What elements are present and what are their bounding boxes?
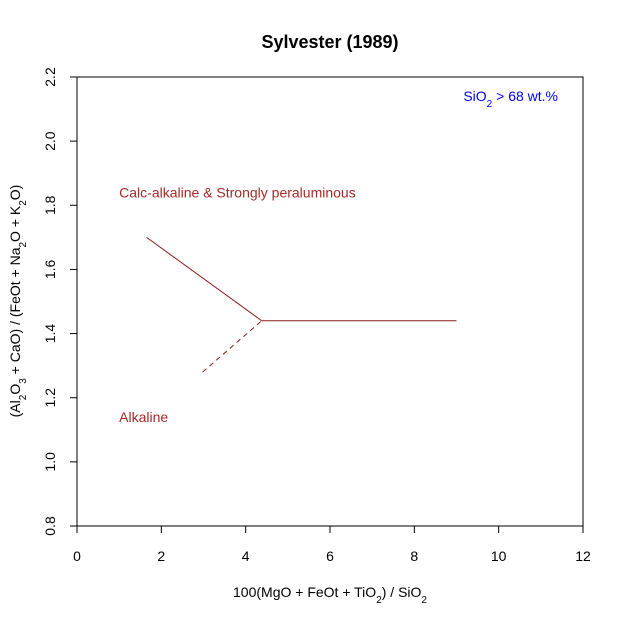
corner-note: SiO2 > 68 wt.% <box>463 88 558 110</box>
y-tick-label: 2.2 <box>42 67 58 87</box>
x-tick-label: 2 <box>157 548 165 564</box>
x-tick-label: 0 <box>73 548 81 564</box>
x-tick-label: 4 <box>242 548 250 564</box>
x-tick-label: 6 <box>326 548 334 564</box>
x-tick-label: 10 <box>491 548 507 564</box>
y-tick-label: 2.0 <box>42 131 58 151</box>
y-tick-label: 1.0 <box>42 452 58 472</box>
boundary-line <box>146 236 262 322</box>
x-axis: 0 2 4 6 8 10 12 <box>73 526 591 564</box>
plot-frame <box>76 76 584 527</box>
x-tick-label: 12 <box>575 548 591 564</box>
y-tick-label: 1.2 <box>42 388 58 408</box>
y-tick-label: 1.8 <box>42 195 58 215</box>
y-axis-label: (Al2O3 + CaO) / (FeOt + Na2O + K2O) <box>7 185 29 418</box>
dashed-boundary-line <box>202 320 263 373</box>
chart-title: Sylvester (1989) <box>261 32 398 52</box>
x-axis-label: 100(MgO + FeOt + TiO2) / SiO2 <box>233 584 427 606</box>
x-tick-label: 8 <box>410 548 418 564</box>
annotation-label: Alkaline <box>119 409 168 425</box>
y-tick-label: 0.8 <box>42 516 58 536</box>
y-tick-label: 1.4 <box>42 324 58 344</box>
annotations: Calc-alkaline & Strongly peraluminous Alk… <box>119 184 356 425</box>
y-axis: 0.8 1.0 1.2 1.4 1.6 1.8 2.0 2.2 <box>42 67 77 536</box>
y-tick-label: 1.6 <box>42 259 58 279</box>
annotation-label: Calc-alkaline & Strongly peraluminous <box>119 184 356 200</box>
series-group <box>146 236 457 373</box>
